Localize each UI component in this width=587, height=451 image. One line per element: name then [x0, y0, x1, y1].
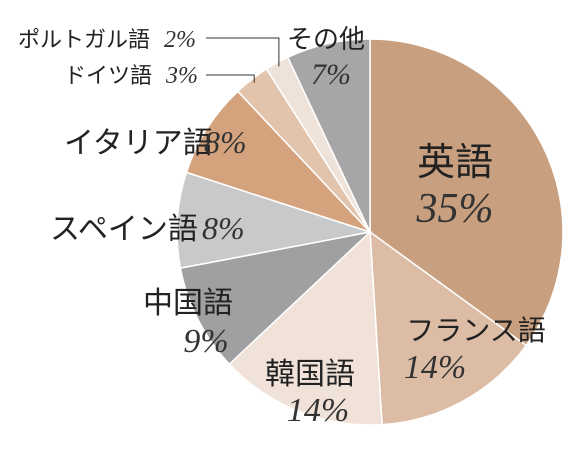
pie-slices: [176, 38, 564, 426]
slice-label-english: 英語: [417, 140, 493, 184]
slice-value-german: 3%: [165, 63, 198, 89]
pie-slice-italian: [185, 90, 371, 233]
slice-value-chinese: 9%: [183, 323, 228, 360]
slice-label-french: フランス語: [406, 314, 545, 347]
slice-label-spanish: スペイン語: [50, 212, 198, 247]
slice-label-korean: 韓国語: [265, 357, 355, 392]
pie-slice-other: [286, 38, 371, 233]
slice-value-portuguese: 2%: [164, 27, 196, 53]
pie-slice-english: [369, 38, 564, 347]
slice-label-chinese: 中国語: [143, 286, 233, 321]
slice-label-portuguese: ポルトガル語: [18, 28, 150, 53]
leader-lines: [206, 37, 280, 83]
pie-slice-chinese: [179, 230, 373, 366]
slice-value-other: 7%: [311, 58, 351, 91]
slice-label-other: その他: [287, 25, 365, 55]
slice-value-korean: 14%: [287, 392, 349, 429]
pie-slice-korean: [228, 230, 383, 426]
slice-label-german: ドイツ語: [64, 64, 152, 89]
leader-line-portuguese: [206, 37, 280, 67]
slice-value-spanish: 8%: [202, 210, 245, 246]
pie-slice-french: [369, 230, 528, 426]
slice-label-italian: イタリア語: [64, 126, 213, 161]
slice-value-french: 14%: [404, 349, 466, 386]
leader-line-german: [206, 74, 255, 83]
slice-value-italian: 8%: [204, 124, 247, 160]
pie-slice-spanish: [176, 171, 371, 270]
slice-value-english: 35%: [416, 186, 494, 232]
